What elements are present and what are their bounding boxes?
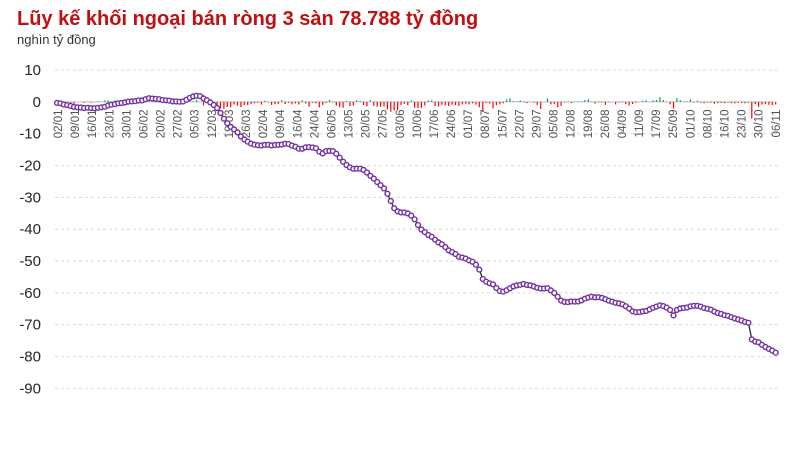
svg-text:16/10: 16/10	[720, 110, 732, 139]
svg-text:09/01: 09/01	[70, 110, 82, 139]
svg-text:09/04: 09/04	[275, 109, 287, 138]
svg-text:08/10: 08/10	[702, 110, 714, 139]
svg-text:26/03: 26/03	[241, 110, 253, 139]
svg-text:12/03: 12/03	[207, 110, 219, 139]
svg-text:02/04: 02/04	[258, 109, 270, 138]
svg-text:06/11: 06/11	[771, 110, 783, 138]
svg-text:23/10: 23/10	[737, 110, 749, 139]
svg-text:23/01: 23/01	[104, 110, 116, 139]
svg-text:19/08: 19/08	[583, 110, 595, 139]
svg-text:10/06: 10/06	[412, 110, 424, 139]
svg-text:20/05: 20/05	[361, 110, 373, 139]
svg-text:24/04: 24/04	[309, 109, 321, 138]
svg-text:08/07: 08/07	[480, 110, 492, 139]
svg-text:30/10: 30/10	[754, 110, 766, 139]
svg-text:16/01: 16/01	[87, 110, 99, 139]
svg-text:05/08: 05/08	[549, 110, 561, 139]
svg-text:20/02: 20/02	[156, 110, 168, 139]
svg-text:27/05: 27/05	[378, 110, 390, 139]
svg-text:17/09: 17/09	[651, 110, 663, 139]
svg-text:-10: -10	[19, 126, 41, 143]
svg-text:-20: -20	[19, 158, 41, 175]
svg-text:16/04: 16/04	[292, 109, 304, 138]
svg-text:30/01: 30/01	[121, 110, 133, 139]
svg-text:06/02: 06/02	[138, 110, 150, 139]
svg-text:03/06: 03/06	[395, 110, 407, 139]
svg-text:25/09: 25/09	[668, 110, 680, 139]
svg-text:05/03: 05/03	[190, 110, 202, 139]
svg-text:27/02: 27/02	[173, 110, 185, 139]
svg-text:22/07: 22/07	[514, 110, 526, 139]
svg-text:04/09: 04/09	[617, 110, 629, 139]
svg-text:06/05: 06/05	[326, 110, 338, 139]
svg-text:10: 10	[24, 62, 41, 79]
svg-text:-80: -80	[19, 349, 41, 366]
svg-text:15/07: 15/07	[497, 110, 509, 139]
svg-text:-30: -30	[19, 189, 41, 206]
svg-text:-40: -40	[19, 221, 41, 238]
svg-text:12/08: 12/08	[566, 110, 578, 139]
svg-text:-50: -50	[19, 253, 41, 270]
svg-text:13/05: 13/05	[344, 110, 356, 139]
svg-text:-70: -70	[19, 317, 41, 334]
svg-text:24/06: 24/06	[446, 110, 458, 139]
svg-text:26/08: 26/08	[600, 110, 612, 139]
svg-text:-90: -90	[19, 380, 41, 397]
svg-text:11/09: 11/09	[634, 110, 646, 138]
svg-text:17/06: 17/06	[429, 110, 441, 139]
svg-text:01/07: 01/07	[463, 110, 475, 139]
svg-text:-60: -60	[19, 285, 41, 302]
svg-text:02/01: 02/01	[53, 110, 65, 139]
svg-text:01/10: 01/10	[685, 110, 697, 139]
svg-text:0: 0	[33, 94, 41, 111]
svg-text:29/07: 29/07	[532, 110, 544, 139]
